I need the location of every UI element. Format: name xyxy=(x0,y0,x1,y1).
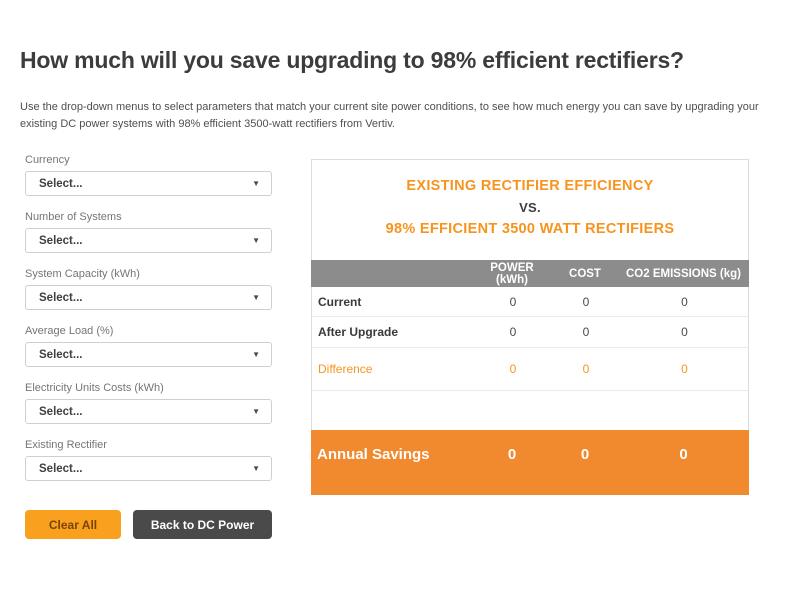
after-upgrade-co2-value: 0 xyxy=(681,325,688,339)
chevron-down-icon: ▼ xyxy=(252,463,260,473)
chevron-down-icon: ▼ xyxy=(252,178,260,188)
field-number-of-systems: Number of Systems Select... ▼ xyxy=(25,211,272,253)
field-average-load: Average Load (%) Select... ▼ xyxy=(25,325,272,367)
table-row-current: Current 0 0 0 xyxy=(312,287,748,317)
existing-rectifier-select[interactable]: Select... ▼ xyxy=(25,456,272,481)
field-currency: Currency Select... ▼ xyxy=(25,154,272,196)
system-capacity-select-value: Select... xyxy=(39,291,83,304)
back-to-dc-power-button[interactable]: Back to DC Power xyxy=(133,510,272,539)
table-row-difference: Difference 0 0 0 xyxy=(312,348,748,391)
difference-power-value: 0 xyxy=(509,362,517,376)
chevron-down-icon: ▼ xyxy=(252,235,260,245)
currency-label: Currency xyxy=(25,154,70,166)
table-spacer-row xyxy=(312,391,748,430)
header-co2-emissions: CO2 EMISSIONS (kg) xyxy=(625,267,742,280)
field-electricity-unit-costs: Electricity Units Costs (kWh) Select... … xyxy=(25,382,272,424)
header-power: POWER (kWh) xyxy=(490,261,534,286)
chevron-down-icon: ▼ xyxy=(252,292,260,302)
number-of-systems-select-value: Select... xyxy=(39,234,83,247)
number-of-systems-label: Number of Systems xyxy=(25,211,122,223)
current-cost-value: 0 xyxy=(582,294,590,309)
system-capacity-label: System Capacity (kWh) xyxy=(25,268,140,280)
annual-savings-bar: Annual Savings 0 0 0 xyxy=(311,430,749,495)
after-upgrade-power-value: 0 xyxy=(509,325,517,339)
results-heading-vs: VS. xyxy=(519,200,541,215)
current-power-value: 0 xyxy=(509,294,517,309)
difference-co2-value: 0 xyxy=(681,362,688,376)
currency-select[interactable]: Select... ▼ xyxy=(25,171,272,196)
row-label: Difference xyxy=(318,362,373,376)
existing-rectifier-label: Existing Rectifier xyxy=(25,439,107,451)
system-capacity-select[interactable]: Select... ▼ xyxy=(25,285,272,310)
average-load-label: Average Load (%) xyxy=(25,325,114,337)
currency-select-value: Select... xyxy=(39,177,83,190)
results-heading-line2: 98% EFFICIENT 3500 WATT RECTIFIERS xyxy=(385,221,675,237)
annual-savings-label: Annual Savings xyxy=(317,446,430,463)
electricity-unit-costs-select-value: Select... xyxy=(39,405,83,418)
number-of-systems-select[interactable]: Select... ▼ xyxy=(25,228,272,253)
page-title: How much will you save upgrading to 98% … xyxy=(20,47,684,73)
results-heading: EXISTING RECTIFIER EFFICIENCY VS. 98% EF… xyxy=(312,160,748,260)
current-co2-value: 0 xyxy=(681,294,688,309)
results-table-header: POWER (kWh) COST CO2 EMISSIONS (kg) xyxy=(311,260,749,287)
field-existing-rectifier: Existing Rectifier Select... ▼ xyxy=(25,439,272,481)
chevron-down-icon: ▼ xyxy=(252,406,260,416)
annual-savings-power-value: 0 xyxy=(507,446,517,463)
results-heading-line1: EXISTING RECTIFIER EFFICIENCY xyxy=(406,178,654,194)
row-label: Current xyxy=(318,294,362,309)
electricity-unit-costs-label: Electricity Units Costs (kWh) xyxy=(25,382,164,394)
header-cost: COST xyxy=(569,267,601,280)
annual-savings-co2-value: 0 xyxy=(679,446,688,463)
existing-rectifier-select-value: Select... xyxy=(39,462,83,475)
table-row-after-upgrade: After Upgrade 0 0 0 xyxy=(312,317,748,348)
average-load-select[interactable]: Select... ▼ xyxy=(25,342,272,367)
after-upgrade-cost-value: 0 xyxy=(582,325,590,339)
average-load-select-value: Select... xyxy=(39,348,83,361)
results-panel: EXISTING RECTIFIER EFFICIENCY VS. 98% EF… xyxy=(311,159,749,495)
difference-cost-value: 0 xyxy=(582,362,590,376)
row-label: After Upgrade xyxy=(318,325,399,339)
field-system-capacity: System Capacity (kWh) Select... ▼ xyxy=(25,268,272,310)
chevron-down-icon: ▼ xyxy=(252,349,260,359)
annual-savings-cost-value: 0 xyxy=(580,446,590,463)
clear-all-button[interactable]: Clear All xyxy=(25,510,121,539)
page-subtitle: Use the drop-down menus to select parame… xyxy=(20,101,759,130)
electricity-unit-costs-select[interactable]: Select... ▼ xyxy=(25,399,272,424)
